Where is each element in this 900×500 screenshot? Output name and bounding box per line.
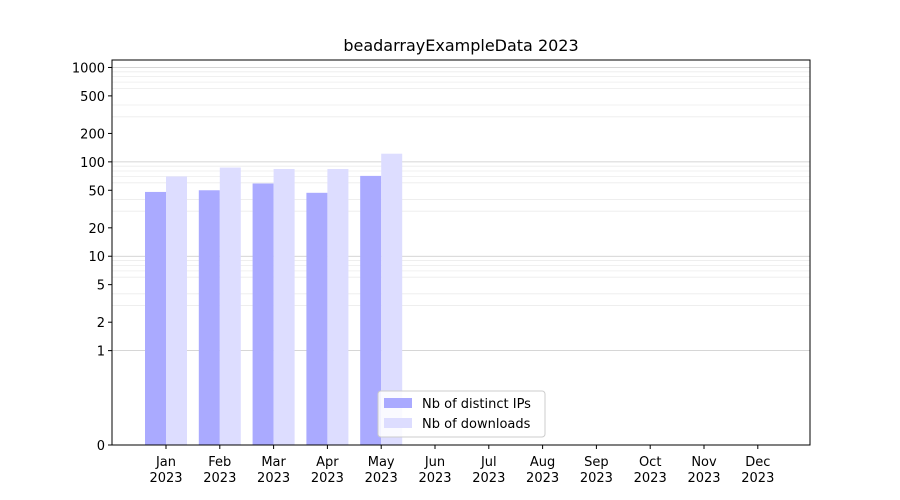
y-tick-label: 50 bbox=[88, 184, 105, 199]
bars bbox=[145, 153, 403, 446]
legend-label: Nb of distinct IPs bbox=[422, 397, 531, 412]
x-tick-label-year: 2023 bbox=[418, 471, 451, 486]
x-tick-label-year: 2023 bbox=[580, 471, 613, 486]
y-tick-label: 5 bbox=[97, 279, 105, 294]
plot-frame bbox=[111, 59, 811, 446]
legend-swatch bbox=[384, 418, 412, 428]
y-tick-label: 10 bbox=[88, 250, 105, 265]
chart-title: beadarrayExampleData 2023 bbox=[343, 36, 578, 55]
bar-distinct-ips bbox=[252, 183, 274, 446]
y-tick-label: 200 bbox=[80, 127, 105, 142]
bar-distinct-ips bbox=[145, 191, 166, 445]
bar-distinct-ips bbox=[360, 175, 382, 445]
bar-distinct-ips bbox=[306, 192, 328, 445]
x-tick-label-year: 2023 bbox=[365, 471, 398, 486]
x-tick-label-year: 2023 bbox=[149, 471, 182, 486]
y-tick-label: 1 bbox=[97, 345, 105, 360]
x-tick-label-month: Apr bbox=[316, 455, 339, 470]
y-tick-label: 1000 bbox=[72, 61, 105, 76]
x-tick-label-year: 2023 bbox=[257, 471, 290, 486]
x-tick-label-month: Jul bbox=[480, 455, 497, 470]
y-tick-label: 500 bbox=[80, 90, 105, 105]
bar-downloads bbox=[327, 169, 349, 445]
x-tick-label-year: 2023 bbox=[634, 471, 667, 486]
x-tick-label-month: Mar bbox=[261, 455, 286, 470]
y-tick-label: 2 bbox=[97, 316, 105, 331]
bar-downloads bbox=[273, 169, 295, 445]
x-tick-label-month: Jan bbox=[155, 455, 176, 470]
x-tick-label-year: 2023 bbox=[687, 471, 720, 486]
legend: Nb of distinct IPs Nb of downloads bbox=[377, 390, 546, 438]
bar-downloads bbox=[166, 176, 187, 445]
x-tick-label-month: Jun bbox=[424, 455, 445, 470]
y-tick-label: 100 bbox=[80, 156, 105, 171]
x-tick-label-month: Oct bbox=[639, 455, 661, 470]
x-tick-label-month: Nov bbox=[691, 455, 717, 470]
bar-distinct-ips bbox=[198, 190, 220, 445]
legend-swatch bbox=[384, 398, 412, 408]
x-tick-label-month: Aug bbox=[530, 455, 555, 470]
y-axis: 0 1 2 5 10 20 50 100 200 500 1000 bbox=[72, 61, 112, 454]
x-tick-label-year: 2023 bbox=[203, 471, 236, 486]
x-tick-label-year: 2023 bbox=[526, 471, 559, 486]
x-tick-label-month: Feb bbox=[208, 455, 231, 470]
bar-downloads bbox=[381, 153, 403, 445]
bar-downloads bbox=[219, 167, 241, 445]
legend-box bbox=[377, 390, 546, 438]
legend-label: Nb of downloads bbox=[422, 417, 531, 432]
x-axis: Jan2023Feb2023Mar2023Apr2023May2023Jun20… bbox=[149, 445, 774, 486]
x-tick-label-year: 2023 bbox=[741, 471, 774, 486]
y-tick-label: 0 bbox=[97, 439, 105, 454]
x-tick-label-month: Dec bbox=[745, 455, 770, 470]
x-tick-label-year: 2023 bbox=[472, 471, 505, 486]
x-tick-label-year: 2023 bbox=[311, 471, 344, 486]
y-tick-label: 20 bbox=[88, 222, 105, 237]
x-tick-label-month: May bbox=[368, 455, 395, 470]
x-tick-label-month: Sep bbox=[584, 455, 609, 470]
